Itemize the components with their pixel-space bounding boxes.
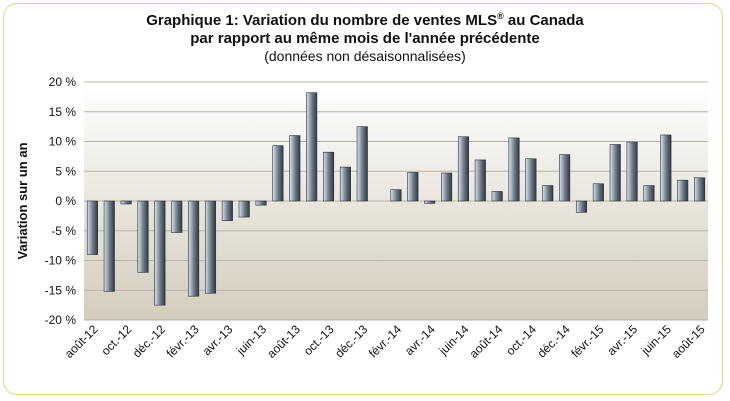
- y-axis-title: Variation sur un an: [15, 142, 30, 259]
- x-tick-label: août-12: [62, 322, 101, 361]
- bar-juil.-14: [474, 159, 486, 202]
- y-tick-label: 5 %: [55, 164, 76, 178]
- title-main: Graphique 1: Variation du nombre de vent…: [146, 12, 498, 29]
- bars: [86, 92, 706, 306]
- title-line-1: Graphique 1: Variation du nombre de vent…: [0, 12, 730, 30]
- x-tick-label: juin-15: [638, 322, 674, 358]
- bar-août-15: [694, 177, 706, 202]
- bar-août-13: [289, 135, 301, 202]
- bar-févr.-15: [592, 183, 604, 202]
- x-tick-label: déc.-12: [130, 322, 168, 360]
- title-line-2: par rapport au même mois de l'année préc…: [190, 30, 540, 47]
- bar-juin-14: [457, 136, 469, 202]
- y-tick-labels: 20 % 15 % 10 % 5 % 0 % -5 % -10 % -15 % -20 %: [45, 75, 77, 327]
- gridlines: [84, 81, 708, 321]
- bar-avr.-13: [221, 200, 233, 221]
- title-end: au Canada: [503, 12, 584, 29]
- bar-déc.-14: [559, 154, 571, 202]
- bar-janv.-15: [575, 200, 588, 213]
- bar-juin-15: [660, 134, 672, 202]
- x-tick-label: févr.-14: [366, 322, 404, 360]
- bar-nov.-13: [339, 166, 351, 202]
- y-tick-label: 15 %: [49, 105, 77, 119]
- x-tick-label: juin-13: [233, 322, 269, 358]
- bar-déc.-13: [356, 126, 368, 202]
- bar-sept.-13: [306, 92, 318, 202]
- x-tick-label: oct.-14: [503, 322, 539, 358]
- y-tick-label: 10 %: [49, 135, 77, 149]
- bar-oct.-12: [120, 200, 132, 205]
- y-tick-label: -20 %: [45, 313, 77, 327]
- bar-mai-15: [643, 185, 655, 202]
- x-tick-label: juin-14: [435, 322, 471, 358]
- bar-avr.-14: [424, 200, 436, 204]
- x-tick-label: févr.-15: [568, 322, 606, 360]
- bar-mars-15: [609, 144, 621, 202]
- x-tick-label: déc.-14: [535, 322, 573, 360]
- bar-oct.-13: [323, 151, 335, 202]
- bar-juil.-13: [272, 145, 284, 202]
- bar-févr.-13: [188, 200, 200, 297]
- chart-subtitle: (données non désaisonnalisées): [264, 48, 466, 64]
- bar-août-12: [86, 200, 98, 255]
- bar-déc.-12: [154, 200, 166, 306]
- bar-mai-13: [238, 200, 250, 218]
- x-tick-label: avr.-13: [200, 322, 236, 358]
- bar-mars-13: [204, 200, 217, 294]
- x-tick-label: août-15: [669, 322, 708, 361]
- y-tick-label: 20 %: [49, 75, 77, 89]
- x-tick-labels: août-12oct.-12déc.-12févr.-13avr.-13juin…: [62, 322, 708, 361]
- bar-oct.-14: [525, 158, 537, 202]
- title-registered-mark: ®: [497, 11, 504, 21]
- bar-nov.-14: [542, 185, 554, 202]
- x-tick-label: oct.-13: [301, 322, 337, 358]
- x-tick-label: avr.-14: [402, 322, 438, 358]
- y-tick-label: 0 %: [55, 194, 76, 208]
- bar-janv.-13: [171, 200, 183, 233]
- bar-juin-13: [255, 200, 267, 206]
- bar-sept.-14: [508, 137, 520, 202]
- bar-nov.-12: [137, 200, 149, 273]
- x-tick-label: déc.-13: [332, 322, 370, 360]
- bar-avr.-15: [626, 141, 638, 202]
- bar-mai-14: [441, 172, 453, 202]
- y-tick-label: -5 %: [51, 224, 76, 238]
- bar-août-14: [491, 191, 503, 202]
- x-tick-label: août-13: [264, 322, 303, 361]
- bar-févr.-14: [390, 189, 402, 202]
- bar-juil.-15: [677, 179, 689, 202]
- x-tick-label: avr.-15: [604, 322, 640, 358]
- x-tick-label: oct.-12: [98, 322, 134, 358]
- x-tick-label: août-14: [467, 322, 506, 361]
- y-tick-label: -10 %: [45, 254, 77, 268]
- y-tick-label: -15 %: [45, 283, 77, 297]
- chart-title: Graphique 1: Variation du nombre de vent…: [0, 12, 730, 65]
- x-tick-label: févr.-13: [164, 322, 202, 360]
- bar-mars-14: [407, 172, 419, 202]
- bar-sept.-12: [103, 200, 115, 292]
